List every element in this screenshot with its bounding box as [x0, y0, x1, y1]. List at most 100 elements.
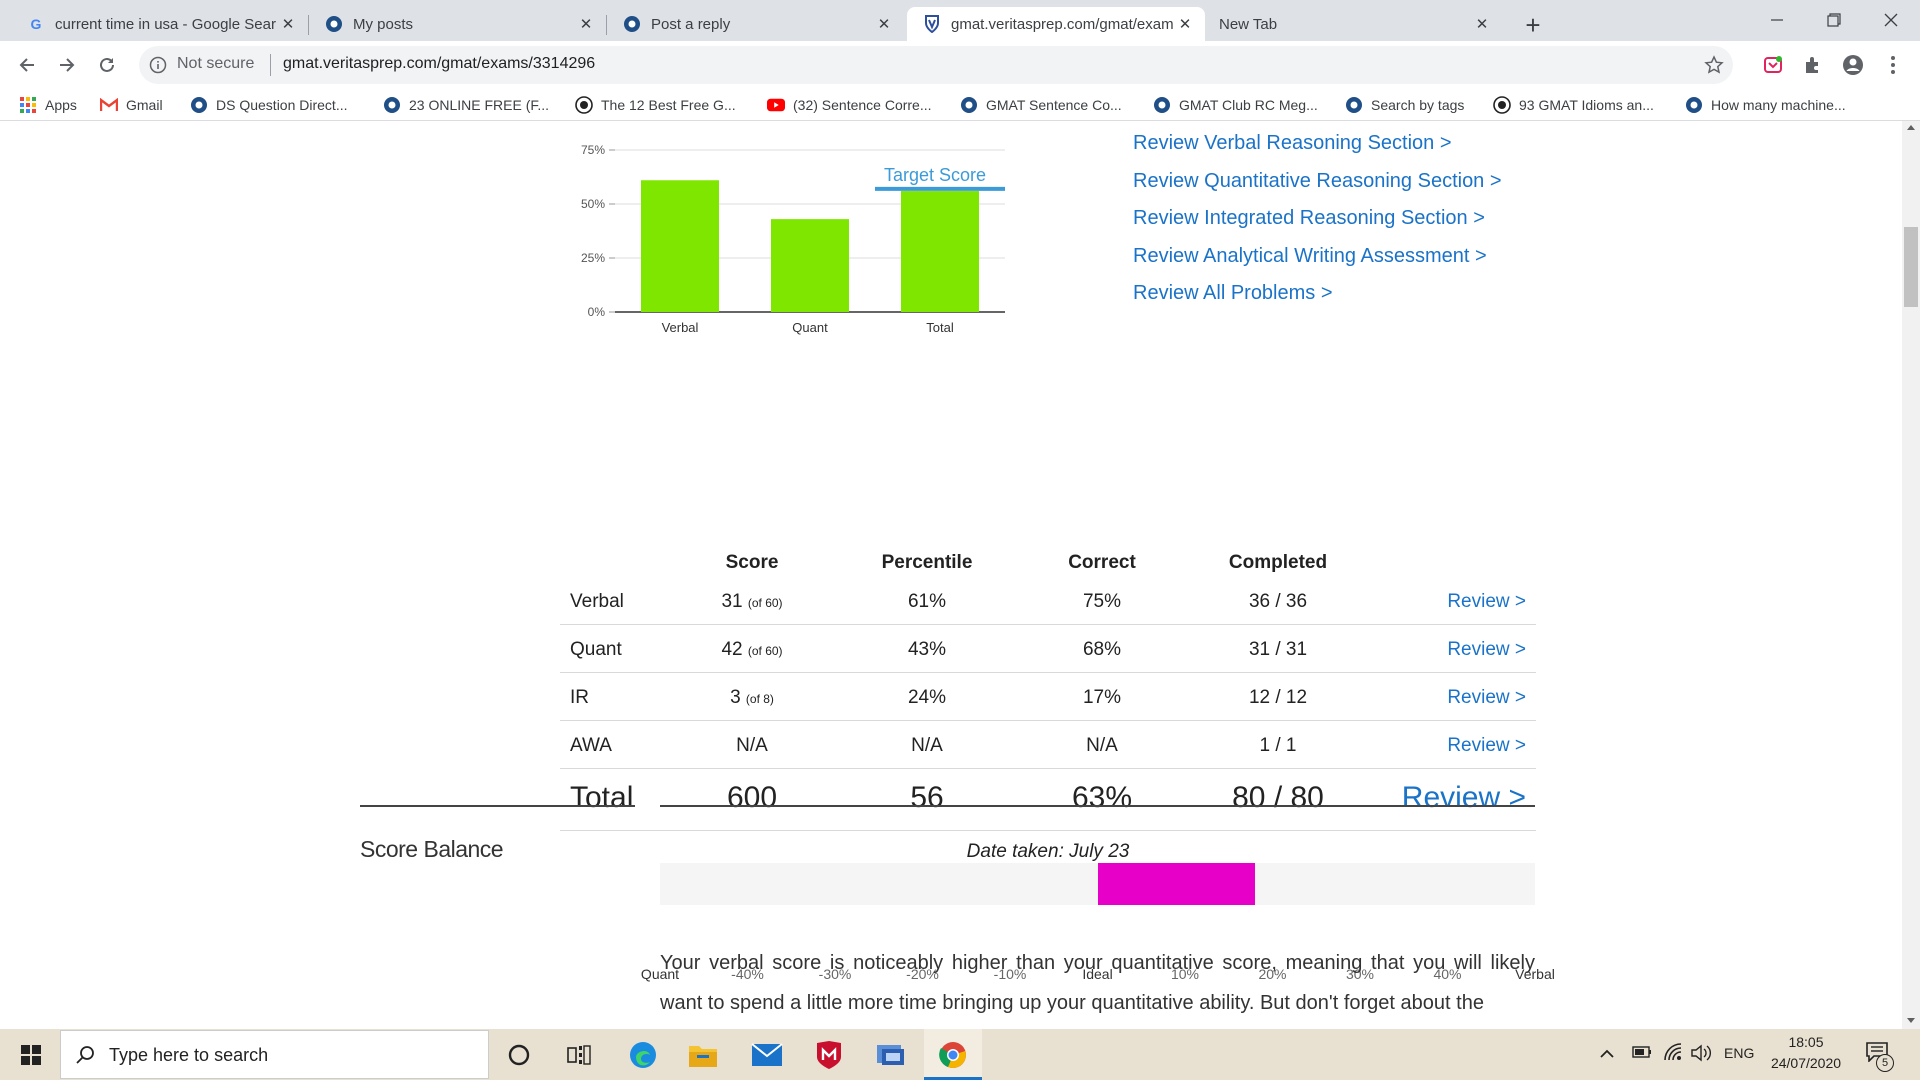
review-button[interactable]: Review > — [1447, 735, 1526, 756]
bookmark-label: (32) Sentence Corre... — [793, 97, 932, 113]
clock-date[interactable]: 24/07/2020 — [1770, 1055, 1842, 1071]
window-close-icon[interactable] — [1863, 0, 1919, 40]
header-score: Score — [725, 552, 779, 573]
bookmark-ds-question[interactable]: DS Question Direct... — [190, 94, 348, 116]
new-tab-button[interactable]: + — [1525, 9, 1541, 40]
bookmark-93-idioms[interactable]: 93 GMAT Idioms an... — [1493, 94, 1654, 116]
clock-time[interactable]: 18:05 — [1788, 1034, 1824, 1050]
review-button[interactable]: Review > — [1447, 687, 1526, 708]
bar-quant — [771, 219, 849, 312]
scroll-down-icon[interactable] — [1907, 1018, 1915, 1023]
edge-icon[interactable] — [614, 1029, 672, 1080]
review-ir-link[interactable]: Review Integrated Reasoning Section > — [1133, 207, 1485, 229]
score-balance-title: Score Balance — [360, 836, 504, 862]
close-icon[interactable]: ✕ — [1475, 16, 1489, 33]
taskbar-search-box[interactable]: Type here to search — [60, 1030, 489, 1079]
bookmark-23-online[interactable]: 23 ONLINE FREE (F... — [383, 94, 549, 116]
omnibox-divider — [270, 54, 271, 76]
file-explorer-icon[interactable] — [674, 1029, 732, 1080]
bookmark-label: The 12 Best Free G... — [601, 97, 736, 113]
minimize-icon[interactable] — [1749, 0, 1805, 40]
page-scrollbar[interactable] — [1902, 121, 1920, 1029]
bookmark-label: Gmail — [126, 97, 163, 113]
chrome-taskbar-icon[interactable] — [924, 1029, 982, 1080]
bookmark-label: 23 ONLINE FREE (F... — [409, 97, 550, 113]
gmatclub-icon — [383, 96, 401, 114]
scroll-thumb[interactable] — [1904, 227, 1918, 307]
review-button[interactable]: Review > — [1447, 591, 1526, 612]
balance-scale-label: -40% — [731, 966, 764, 982]
review-verbal-link[interactable]: Review Verbal Reasoning Section > — [1133, 132, 1452, 154]
extensions-puzzle-icon[interactable] — [1796, 48, 1830, 82]
action-center-icon[interactable]: 5 — [1866, 1042, 1896, 1072]
windows-start-icon[interactable] — [2, 1029, 60, 1080]
battery-icon[interactable] — [1632, 1045, 1652, 1063]
url-text[interactable]: gmat.veritasprep.com/gmat/exams/3314296 — [283, 55, 596, 72]
bookmark-star-icon[interactable] — [1704, 55, 1724, 75]
bookmark-how-many[interactable]: How many machine... — [1685, 94, 1846, 116]
review-quant-link[interactable]: Review Quantitative Reasoning Section > — [1133, 170, 1502, 192]
review-button[interactable]: Review > — [1401, 781, 1526, 814]
row-section: Quant — [570, 639, 622, 660]
bookmark-apps[interactable]: Apps — [19, 94, 77, 116]
mail-icon[interactable] — [738, 1029, 796, 1080]
bookmark-12-best[interactable]: The 12 Best Free G... — [575, 94, 736, 116]
address-bar[interactable]: Not secure gmat.veritasprep.com/gmat/exa… — [139, 46, 1733, 84]
svg-text:G: G — [31, 16, 42, 32]
row-score: 3 (of 8) — [672, 687, 832, 709]
reload-icon[interactable] — [90, 48, 124, 82]
row-score: 31 (of 60) — [672, 591, 832, 613]
search-icon — [75, 1045, 95, 1070]
pocket-extension-icon[interactable] — [1756, 48, 1790, 82]
bookmark-youtube[interactable]: (32) Sentence Corre... — [767, 94, 932, 116]
table-row-quant: Quant 42 (of 60) 43% 68% 31 / 31 Review … — [560, 625, 1536, 673]
bookmark-rc-mega[interactable]: GMAT Club RC Meg... — [1153, 94, 1318, 116]
scroll-up-icon[interactable] — [1907, 125, 1915, 130]
x-tick-label: Quant — [792, 320, 828, 335]
back-icon[interactable] — [10, 48, 44, 82]
tab-divider — [606, 15, 607, 35]
bookmark-search-tags[interactable]: Search by tags — [1345, 94, 1464, 116]
task-view-icon[interactable] — [550, 1029, 608, 1080]
y-tick-label: 0% — [588, 305, 606, 319]
review-button[interactable]: Review > — [1447, 639, 1526, 660]
remote-desktop-icon[interactable] — [862, 1029, 920, 1080]
target-score-label: Target Score — [884, 165, 986, 185]
review-awa-link[interactable]: Review Analytical Writing Assessment > — [1133, 245, 1487, 267]
restore-icon[interactable] — [1806, 0, 1862, 40]
tab-my-posts[interactable]: My posts ✕ — [309, 7, 606, 41]
tab-post-a-reply[interactable]: Post a reply ✕ — [607, 7, 904, 41]
close-icon[interactable]: ✕ — [1178, 16, 1192, 33]
row-correct: N/A — [1086, 735, 1118, 756]
wifi-icon[interactable] — [1664, 1043, 1682, 1066]
review-all-problems-link[interactable]: Review All Problems > — [1133, 282, 1333, 304]
language-indicator[interactable]: ENG — [1724, 1045, 1755, 1061]
gmatclub-icon — [1153, 96, 1171, 114]
profile-avatar-icon[interactable] — [1836, 48, 1870, 82]
table-row-verbal: Verbal 31 (of 60) 61% 75% 36 / 36 Review… — [560, 577, 1536, 625]
close-icon[interactable]: ✕ — [281, 16, 295, 33]
close-icon[interactable]: ✕ — [579, 16, 593, 33]
forward-icon[interactable] — [50, 48, 84, 82]
bookmark-label: 93 GMAT Idioms an... — [1519, 97, 1654, 113]
bookmark-sentence-co[interactable]: GMAT Sentence Co... — [960, 94, 1122, 116]
row-section: AWA — [570, 735, 612, 756]
bookmark-label: Apps — [45, 97, 77, 113]
row-score: N/A — [672, 735, 832, 757]
menu-dots-icon[interactable] — [1876, 48, 1910, 82]
close-icon[interactable]: ✕ — [877, 16, 891, 33]
bookmark-gmail[interactable]: Gmail — [100, 94, 163, 116]
tab-new-tab[interactable]: New Tab ✕ — [1205, 7, 1502, 41]
show-hidden-icons[interactable] — [1600, 1046, 1614, 1064]
y-tick-label: 50% — [581, 197, 605, 211]
info-icon[interactable] — [149, 56, 167, 74]
row-section: IR — [570, 687, 589, 708]
tab-google-search[interactable]: G current time in usa - Google Sear ✕ — [11, 7, 308, 41]
tab-veritas-exam[interactable]: gmat.veritasprep.com/gmat/exam ✕ — [907, 7, 1205, 41]
cortana-icon[interactable] — [490, 1029, 548, 1080]
mcafee-icon[interactable] — [800, 1029, 858, 1080]
veritas-icon — [923, 15, 941, 33]
bar-verbal — [641, 180, 719, 312]
x-tick-label: Verbal — [662, 320, 699, 335]
volume-icon[interactable] — [1690, 1043, 1712, 1068]
